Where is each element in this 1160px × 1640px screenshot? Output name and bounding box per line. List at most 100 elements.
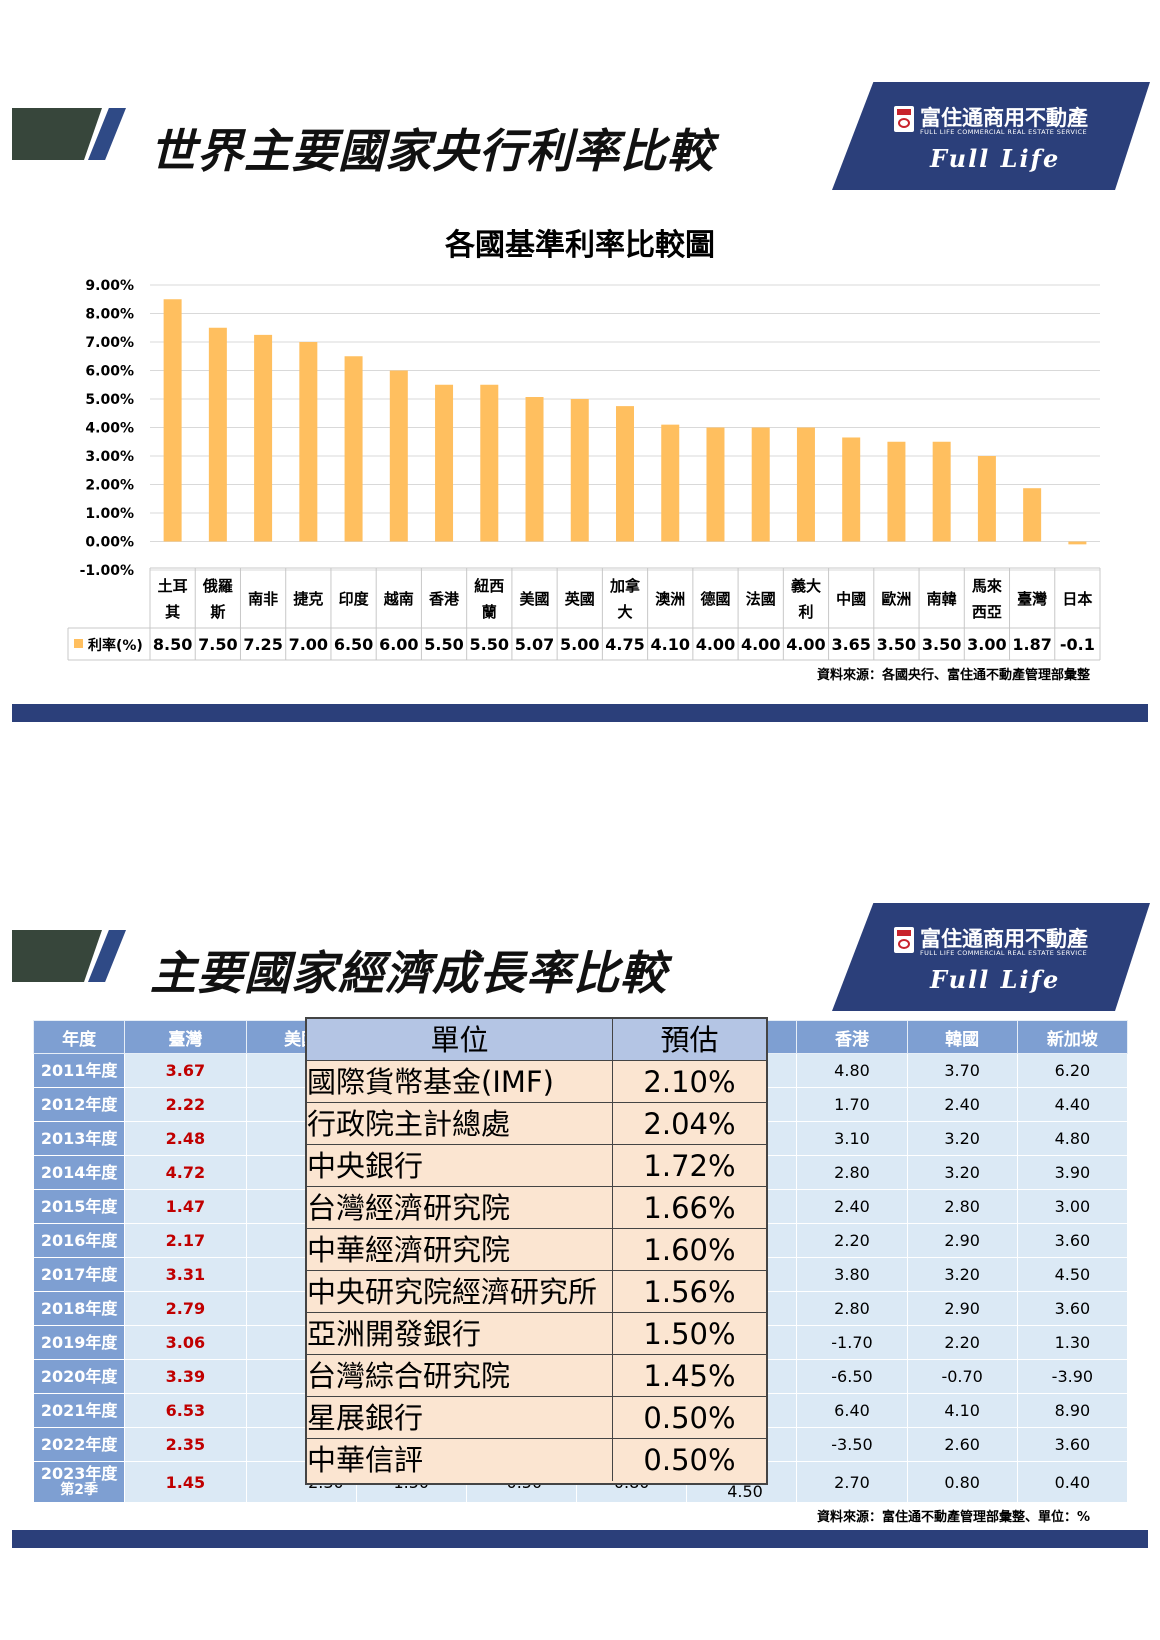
y-tick-label: 5.00% <box>85 392 134 408</box>
year-cell: 2022年度 <box>32 1427 126 1462</box>
category-label: 馬來 <box>972 577 1002 595</box>
value-cell: 2.35 <box>124 1427 247 1462</box>
value-cell: 3.90 <box>1016 1155 1129 1190</box>
chart-source: 資料來源：各國央行、富住通不動產管理部彙整 <box>816 668 1090 683</box>
bar-英國 <box>570 399 589 542</box>
value-cell: 2.40 <box>906 1087 1018 1122</box>
category-label: 加拿 <box>609 577 641 595</box>
value-cell: 2.80 <box>906 1189 1018 1224</box>
bar-南韓 <box>932 441 951 542</box>
value-cell: 2.80 <box>796 1291 908 1326</box>
category-label: 澳洲 <box>655 590 685 608</box>
value-cell: 3.00 <box>1016 1189 1129 1224</box>
y-tick-label: 7.00% <box>85 335 134 351</box>
year-cell: 2013年度 <box>32 1121 126 1156</box>
y-tick-label: 0.00% <box>85 535 134 551</box>
logo-emblem-icon <box>894 106 914 132</box>
year-label: 2022年度 <box>40 1435 118 1454</box>
value-cell: 4.10 <box>906 1393 1018 1428</box>
value-label: 4.00 <box>786 635 825 654</box>
table-header-cell: 臺灣 <box>124 1020 247 1054</box>
category-label: 南韓 <box>927 590 957 608</box>
slide-title-2: 主要國家經濟成長率比較 <box>150 946 667 1000</box>
year-label: 2016年度 <box>40 1231 118 1250</box>
value-cell: 4.50 <box>1016 1257 1129 1292</box>
value-cell: 1.30 <box>1016 1325 1129 1360</box>
forecast-row: 台灣綜合研究院 1.45% <box>307 1355 766 1397</box>
y-tick-label: 2.00% <box>85 478 134 494</box>
value-label: 8.50 <box>153 635 192 654</box>
forecast-row: 行政院主計總處 2.04% <box>307 1103 766 1145</box>
value-cell: 6.53 <box>124 1393 247 1428</box>
forecast-value: 1.60% <box>643 1233 736 1267</box>
value-label: 6.50 <box>334 635 373 654</box>
y-tick-label: 3.00% <box>85 449 134 465</box>
category-label: 土耳 <box>158 577 188 595</box>
forecast-header-estimate: 預估 <box>660 1023 719 1057</box>
value-cell: 6.20 <box>1016 1053 1129 1088</box>
year-label: 2023年度 <box>40 1464 118 1483</box>
value-label: 7.00 <box>289 635 328 654</box>
logo-name: 富住通商用不動產 <box>920 106 1088 130</box>
year-cell: 2011年度 <box>32 1053 126 1088</box>
forecast-row: 台灣經濟研究院 1.66% <box>307 1187 766 1229</box>
value-cell: 2.20 <box>796 1223 908 1258</box>
category-label: 捷克 <box>293 590 323 608</box>
value-cell: 4.80 <box>796 1053 908 1088</box>
year-cell: 2021年度 <box>32 1393 126 1428</box>
value-label: 3.50 <box>922 635 961 654</box>
slide-title: 世界主要國家央行利率比較 <box>150 124 714 178</box>
bar-中國 <box>842 437 861 542</box>
year-label: 第2季 <box>60 1482 98 1498</box>
forecast-row: 中央研究院經濟研究所 1.56% <box>307 1271 766 1313</box>
forecast-unit: 台灣綜合研究院 <box>307 1355 613 1396</box>
bar-美國 <box>525 397 544 542</box>
year-label: 2012年度 <box>40 1095 118 1114</box>
value-cell: 0.40 <box>1016 1461 1129 1503</box>
bar-香港 <box>435 384 454 542</box>
value-cell: 3.70 <box>906 1053 1018 1088</box>
category-label: 臺灣 <box>1017 590 1047 608</box>
value-label: 3.00 <box>967 635 1006 654</box>
table-source: 資料來源：富住通不動產管理部彙整、單位：% <box>816 1510 1090 1525</box>
value-cell: 3.20 <box>906 1155 1018 1190</box>
legend-series-name: 利率(%) <box>88 637 143 654</box>
year-cell: 2016年度 <box>32 1223 126 1258</box>
company-logo: 富住通商用不動產 FULL LIFE COMMERCIAL REAL ESTAT… <box>832 82 1150 190</box>
category-label: 俄羅 <box>202 577 233 595</box>
value-cell: 8.90 <box>1016 1393 1129 1428</box>
legend-swatch <box>74 639 83 648</box>
forecast-unit: 行政院主計總處 <box>307 1103 613 1144</box>
bar-歐洲 <box>887 441 906 542</box>
bar-捷克 <box>299 342 318 542</box>
year-label: 2014年度 <box>40 1163 118 1182</box>
bar-紐西蘭 <box>480 384 499 542</box>
value-cell: 3.80 <box>796 1257 908 1292</box>
forecast-value: 2.04% <box>643 1107 736 1141</box>
y-tick-label: 8.00% <box>85 307 134 323</box>
value-cell: 3.31 <box>124 1257 247 1292</box>
category-label: 其 <box>165 603 180 621</box>
value-cell: 2.17 <box>124 1223 247 1258</box>
year-cell: 2018年度 <box>32 1291 126 1326</box>
year-label: 2011年度 <box>40 1061 118 1080</box>
forecast-value: 1.50% <box>643 1317 736 1351</box>
year-label: 2020年度 <box>40 1367 118 1386</box>
forecast-unit: 中央研究院經濟研究所 <box>307 1271 613 1312</box>
forecast-unit: 中華信評 <box>307 1439 613 1481</box>
forecast-row: 中央銀行 1.72% <box>307 1145 766 1187</box>
year-cell: 2023年度 第2季 <box>32 1461 126 1503</box>
category-label: 歐洲 <box>881 590 911 608</box>
slide-interest-rates: 世界主要國家央行利率比較 富住通商用不動產 FULL LIFE COMMERCI… <box>0 0 1160 740</box>
value-cell: 1.70 <box>796 1087 908 1122</box>
logo-subtitle: FULL LIFE COMMERCIAL REAL ESTATE SERVICE <box>920 949 1087 957</box>
value-cell: 2.90 <box>906 1291 1018 1326</box>
value-cell: -3.90 <box>1016 1359 1129 1394</box>
forecast-table: 單位 預估 國際貨幣基金(IMF) 2.10% 行政院主計總處 2.04% 中央銀行 1.72… <box>305 1017 768 1485</box>
value-label: 4.00 <box>741 635 780 654</box>
year-label: 2013年度 <box>40 1129 118 1148</box>
table-header-cell: 韓國 <box>906 1020 1018 1054</box>
bar-加拿大 <box>616 406 634 542</box>
value-label: 5.07 <box>515 635 554 654</box>
company-logo-2: 富住通商用不動產 FULL LIFE COMMERCIAL REAL ESTAT… <box>832 903 1150 1011</box>
